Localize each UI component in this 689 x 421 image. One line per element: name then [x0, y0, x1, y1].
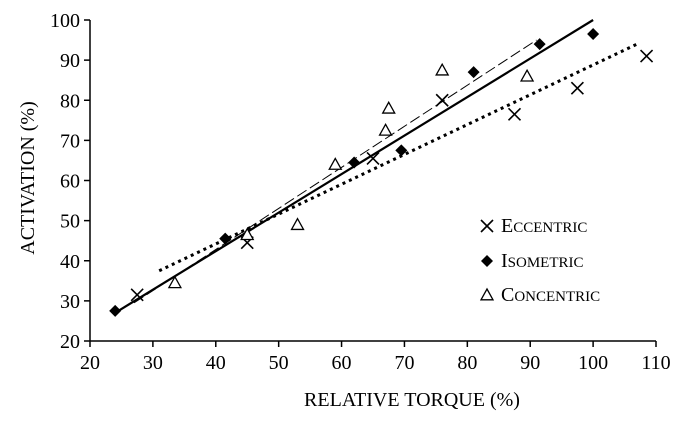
eccentric-point	[507, 107, 522, 121]
concentric-point	[240, 227, 255, 241]
x-tick-label: 70	[394, 352, 414, 374]
x-tick-label: 110	[641, 352, 670, 374]
x-tick-label: 20	[80, 352, 100, 374]
y-tick-label: 90	[60, 50, 80, 72]
y-tick-label: 100	[50, 10, 80, 32]
y-tick-label: 40	[60, 251, 80, 273]
concentric-point	[519, 68, 535, 82]
x-ticks: 20 30 40 50 60 70 80 90 100 110	[80, 341, 671, 374]
concentric-point	[167, 275, 183, 289]
concentric-point	[290, 217, 305, 231]
isometric-point	[533, 38, 546, 51]
x-tick-label: 40	[206, 352, 226, 374]
eccentric-point	[130, 288, 144, 302]
isometric-point	[109, 304, 122, 317]
eccentric-point	[640, 49, 654, 63]
legend-isometric-label: ISOMETRIC	[501, 250, 584, 272]
y-ticks: 20 30 40 50 60 70 80 90 100	[50, 10, 90, 353]
isometric-point	[219, 232, 232, 245]
legend-eccentric-label: ECCENTRIC	[501, 215, 587, 237]
isometric-point	[395, 144, 408, 157]
x-axis-label: RELATIVE TORQUE (%)	[304, 389, 520, 411]
isometric-point	[587, 28, 600, 41]
eccentric-point	[570, 81, 584, 95]
concentric-point	[435, 62, 450, 76]
legend-eccentric-marker	[480, 219, 494, 233]
x-tick-label: 80	[457, 352, 477, 374]
x-tick-label: 50	[269, 352, 289, 374]
x-tick-label: 60	[332, 352, 352, 374]
y-tick-label: 80	[60, 90, 80, 112]
isometric-point	[467, 66, 480, 79]
fit-line-eccentric	[158, 42, 638, 273]
legend-concentric-marker	[479, 287, 495, 301]
legend-isometric-marker	[481, 255, 493, 267]
isometric-point	[348, 156, 361, 169]
concentric-point	[328, 157, 343, 170]
data-points	[109, 28, 654, 317]
eccentric-point	[366, 151, 380, 165]
y-tick-label: 70	[60, 130, 80, 152]
y-tick-label: 60	[60, 171, 80, 193]
y-axis-label: ACTIVATION (%)	[17, 101, 39, 255]
x-tick-label: 30	[143, 352, 163, 374]
x-tick-label: 90	[520, 352, 540, 374]
y-tick-label: 50	[60, 211, 80, 233]
concentric-point	[378, 123, 393, 136]
y-tick-label: 20	[60, 331, 80, 353]
fit-line-concentric	[133, 39, 537, 304]
eccentric-point	[435, 93, 449, 107]
legend-concentric-label: CONCENTRIC	[501, 284, 600, 306]
legend: ECCENTRIC ISOMETRIC CONCENTRIC	[479, 215, 600, 306]
y-tick-label: 30	[60, 291, 80, 313]
x-tick-label: 100	[578, 352, 608, 374]
concentric-point	[381, 100, 396, 114]
